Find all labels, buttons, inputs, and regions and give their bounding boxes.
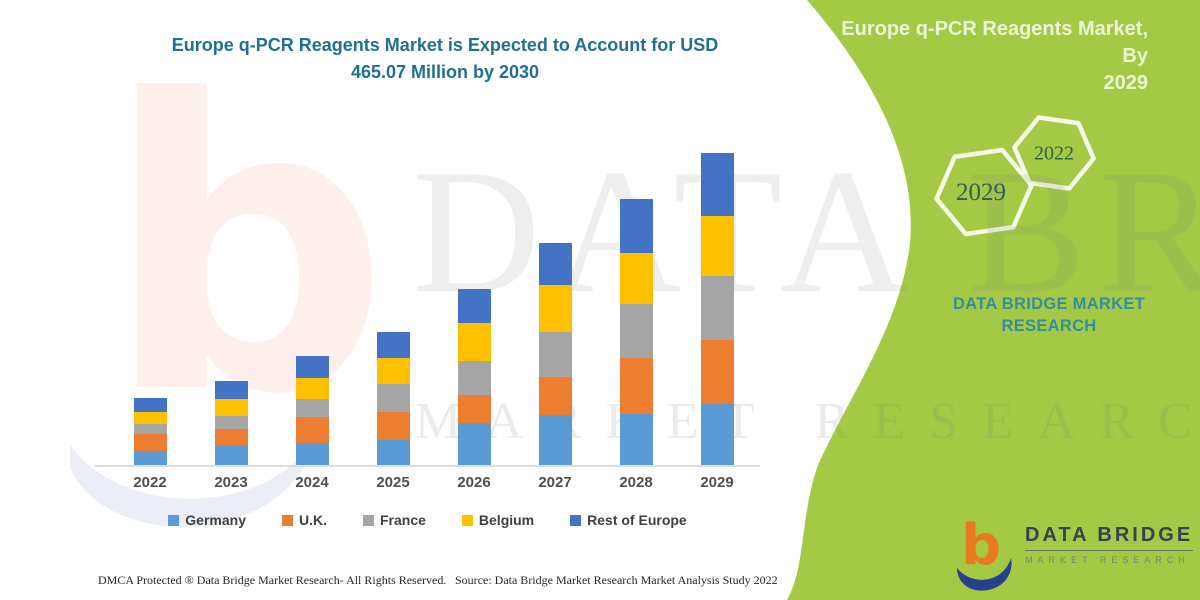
bar-segment-u-k-2027	[539, 377, 572, 415]
bar-segment-rest-of-europe-2029	[701, 153, 734, 216]
chart-title: Europe q-PCR Reagents Market is Expected…	[171, 35, 719, 82]
bar-segment-rest-of-europe-2025	[377, 332, 410, 358]
bar-segment-u-k-2029	[701, 340, 734, 404]
databridge-logo-icon: b	[957, 513, 1012, 591]
chart-legend: Germany U.K. France Belgium Rest of Europe	[95, 512, 760, 528]
legend-swatch-u-k	[281, 514, 293, 526]
x-axis-label-2028: 2028	[619, 474, 653, 491]
bar-segment-belgium-2023	[215, 399, 248, 416]
bar-segment-u-k-2024	[296, 417, 329, 443]
swoosh-watermark-icon	[70, 440, 315, 527]
x-axis-label-2022: 2022	[133, 474, 167, 491]
bar-segment-u-k-2023	[215, 429, 248, 445]
bar-segment-france-2025	[377, 384, 410, 412]
legend-item-germany: Germany	[168, 512, 246, 528]
bar-segment-france-2029	[701, 276, 734, 340]
bar-segment-germany-2027	[539, 415, 572, 465]
bar-segment-germany-2026	[458, 423, 491, 465]
bar-segment-france-2026	[458, 361, 491, 395]
bar-segment-germany-2022	[134, 451, 167, 465]
bar-2029	[701, 153, 734, 465]
legend-label-germany: Germany	[185, 512, 246, 528]
legend-swatch-france	[362, 514, 374, 526]
bar-segment-belgium-2028	[620, 253, 653, 304]
hexagon-label-2029: 2029	[956, 179, 1006, 206]
bar-segment-u-k-2028	[620, 358, 653, 414]
legend-swatch-germany	[168, 514, 180, 526]
dmca-text: DMCA Protected ® Data Bridge Market Rese…	[98, 573, 447, 587]
x-axis-label-2029: 2029	[700, 474, 734, 491]
source-text: Source: Data Bridge Market Research Mark…	[455, 573, 778, 587]
bar-segment-belgium-2025	[377, 358, 410, 384]
bar-segment-rest-of-europe-2024	[296, 356, 329, 378]
x-axis-label-2025: 2025	[376, 474, 410, 491]
bar-segment-belgium-2026	[458, 323, 491, 361]
legend-swatch-rest-of-europe	[570, 514, 582, 526]
hexagon-label-2022: 2022	[1034, 142, 1074, 165]
databridge-wordmark: DATA BRIDGE	[1025, 524, 1194, 551]
databridge-swoosh-icon	[957, 558, 1012, 591]
bar-segment-france-2022	[134, 424, 167, 434]
legend-item-rest-of-europe: Rest of Europe	[570, 512, 687, 528]
bar-2027	[539, 243, 572, 465]
databridge-logo: b DATA BRIDGE MARKET RESEARCH	[953, 512, 1194, 592]
legend-item-france: France	[362, 512, 426, 528]
bar-segment-germany-2028	[620, 414, 653, 465]
bar-segment-germany-2025	[377, 440, 410, 465]
bar-segment-france-2028	[620, 304, 653, 358]
bar-segment-belgium-2029	[701, 216, 734, 276]
x-axis-label-2024: 2024	[295, 474, 329, 491]
bar-2022	[134, 398, 167, 465]
legend-label-u-k: U.K.	[298, 512, 327, 528]
bar-segment-rest-of-europe-2023	[215, 381, 248, 399]
bar-segment-belgium-2027	[539, 285, 572, 332]
panel-heading: Europe q-PCR Reagents Market, By 2029	[838, 16, 1148, 97]
bar-segment-france-2023	[215, 416, 248, 429]
legend-item-u-k: U.K.	[281, 512, 327, 528]
bar-segment-rest-of-europe-2026	[458, 289, 491, 323]
bar-segment-germany-2029	[701, 404, 734, 465]
x-axis-label-2023: 2023	[214, 474, 248, 491]
bar-segment-france-2024	[296, 399, 329, 417]
plot-area: 2022 2023 2024 2025 2026 2027 2028 2029	[95, 140, 760, 491]
bar-2023	[215, 381, 248, 465]
bar-segment-u-k-2022	[134, 434, 167, 451]
databridge-wordmark-block: DATA BRIDGE MARKET RESEARCH	[1025, 524, 1194, 565]
legend-swatch-belgium	[461, 514, 473, 526]
bar-segment-germany-2023	[215, 445, 248, 465]
legend-label-belgium: Belgium	[478, 512, 535, 528]
legend-label-rest-of-europe: Rest of Europe	[587, 512, 687, 528]
hexagon-2029-icon	[934, 147, 1034, 237]
x-axis-label-2027: 2027	[538, 474, 572, 491]
bar-2028	[620, 199, 653, 465]
legend-label-france: France	[379, 512, 426, 528]
bar-segment-rest-of-europe-2028	[620, 199, 653, 253]
bar-2025	[377, 332, 410, 465]
panel-heading-line2: 2029	[1103, 72, 1149, 94]
bar-segment-u-k-2026	[458, 395, 491, 423]
hexagon-2022-icon	[1012, 115, 1096, 191]
bar-segment-u-k-2025	[377, 412, 410, 440]
bar-segment-rest-of-europe-2022	[134, 398, 167, 412]
bar-segment-rest-of-europe-2027	[539, 243, 572, 285]
bar-segment-germany-2024	[296, 443, 329, 465]
panel-brand-caption: DATA BRIDGE MARKET RESEARCH	[952, 295, 1146, 336]
bar-2024	[296, 356, 329, 465]
bar-segment-belgium-2024	[296, 378, 329, 399]
bar-2026	[458, 289, 491, 465]
databridge-wordmark-subtitle: MARKET RESEARCH	[1025, 555, 1190, 565]
legend-item-belgium: Belgium	[461, 512, 535, 528]
x-axis-label-2026: 2026	[457, 474, 491, 491]
bar-segment-belgium-2022	[134, 412, 167, 424]
panel-heading-line1: Europe q-PCR Reagents Market, By	[841, 18, 1148, 67]
bar-segment-france-2027	[539, 332, 572, 377]
databridge-b-glyph-icon: b	[961, 513, 1001, 578]
